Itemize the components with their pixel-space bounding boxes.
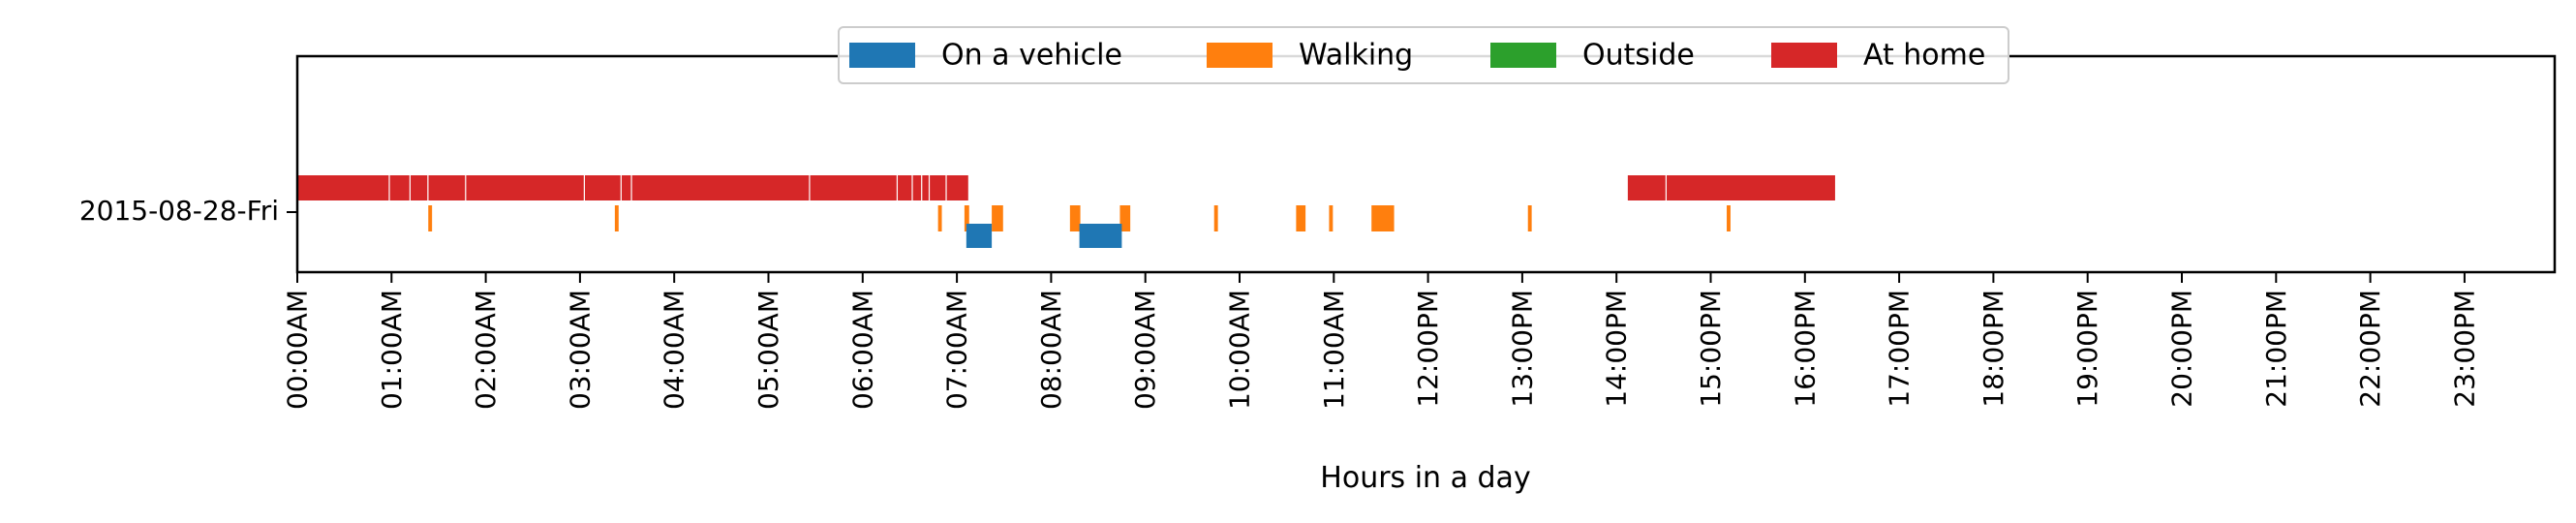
legend-swatch-outside: [1490, 43, 1556, 68]
legend-label-on-a-vehicle: On a vehicle: [941, 39, 1122, 73]
walking-interval: [1527, 205, 1532, 231]
walking-interval: [937, 205, 942, 231]
x-tick-label: 07:00AM: [941, 290, 973, 410]
walking-interval: [1213, 205, 1218, 231]
at-home-segment-gap: [896, 175, 899, 200]
at-home-segment-gap: [945, 175, 947, 200]
walking-interval: [1069, 205, 1081, 231]
at-home-segment-gap: [921, 175, 923, 200]
legend-frame: [838, 26, 2009, 84]
walking-interval: [614, 205, 619, 231]
x-tick-label: 03:00AM: [564, 290, 596, 410]
legend-label-outside: Outside: [1582, 39, 1695, 73]
x-tick-label: 00:00AM: [282, 290, 314, 410]
y-axis: 2015-08-28-Fri: [79, 195, 297, 227]
walking-interval: [1296, 205, 1306, 231]
activity-bars: [297, 175, 1835, 248]
x-tick-label: 06:00AM: [846, 290, 878, 410]
legend-label-walking: Walking: [1299, 39, 1413, 73]
x-tick-label: 10:00AM: [1224, 290, 1256, 410]
x-tick-label: 02:00AM: [470, 290, 502, 410]
plot-area: [297, 56, 2555, 272]
at-home-segment-gap: [911, 175, 913, 200]
at-home-segment-gap: [630, 175, 632, 200]
walking-interval: [1329, 205, 1334, 231]
legend-swatch-on-a-vehicle: [849, 43, 915, 68]
x-tick-label: 22:00PM: [2354, 290, 2386, 408]
at-home-segment-gap: [928, 175, 931, 200]
at-home-segment-gap: [409, 175, 411, 200]
x-tick-label: 04:00AM: [659, 290, 690, 410]
walking-interval: [964, 205, 969, 231]
x-tick-label: 14:00PM: [1601, 290, 1633, 408]
x-tick-label: 12:00PM: [1412, 290, 1444, 408]
y-tick-label: 2015-08-28-Fri: [79, 195, 279, 227]
on-a-vehicle-interval: [1079, 224, 1122, 248]
x-tick-label: 11:00AM: [1318, 290, 1350, 410]
walking-interval: [428, 205, 433, 231]
x-tick-label: 19:00PM: [2071, 290, 2103, 408]
at-home-segment-gap: [465, 175, 467, 200]
x-axis-label: Hours in a day: [1320, 461, 1530, 495]
on-a-vehicle-interval: [966, 224, 993, 248]
x-tick-label: 09:00AM: [1129, 290, 1161, 410]
walking-interval: [1371, 205, 1395, 231]
walking-interval: [1727, 205, 1731, 231]
x-tick-label: 05:00AM: [752, 290, 784, 410]
x-tick-label: 17:00PM: [1884, 290, 1916, 408]
legend: On a vehicle Walking Outside At home: [838, 26, 2009, 84]
at-home-segment-gap: [427, 175, 429, 200]
legend-swatch-walking: [1207, 43, 1273, 68]
x-axis: 00:00AM 01:00AM 02:00AM 03:00AM 04:00AM 05:00…: [282, 272, 2480, 410]
x-tick-label: 16:00PM: [1789, 290, 1821, 408]
legend-swatch-at-home: [1771, 43, 1837, 68]
x-tick-label: 08:00AM: [1035, 290, 1067, 410]
x-tick-label: 23:00PM: [2448, 290, 2480, 408]
at-home-segment-gap: [388, 175, 390, 200]
at-home-segment-gap: [809, 175, 811, 200]
x-tick-label: 15:00PM: [1695, 290, 1727, 408]
legend-label-at-home: At home: [1863, 39, 1985, 73]
at-home-segment-gap: [1665, 175, 1667, 200]
at-home-interval: [1627, 175, 1835, 200]
walking-interval: [1119, 205, 1131, 231]
x-tick-label: 01:00AM: [376, 290, 408, 410]
x-tick-label: 18:00PM: [1978, 290, 2009, 408]
at-home-segment-gap: [620, 175, 622, 200]
x-tick-label: 13:00PM: [1506, 290, 1538, 408]
at-home-segment-gap: [583, 175, 585, 200]
x-tick-label: 20:00PM: [2166, 290, 2198, 408]
x-tick-label: 21:00PM: [2260, 290, 2292, 408]
walking-interval: [992, 205, 1003, 231]
at-home-interval: [297, 175, 968, 200]
